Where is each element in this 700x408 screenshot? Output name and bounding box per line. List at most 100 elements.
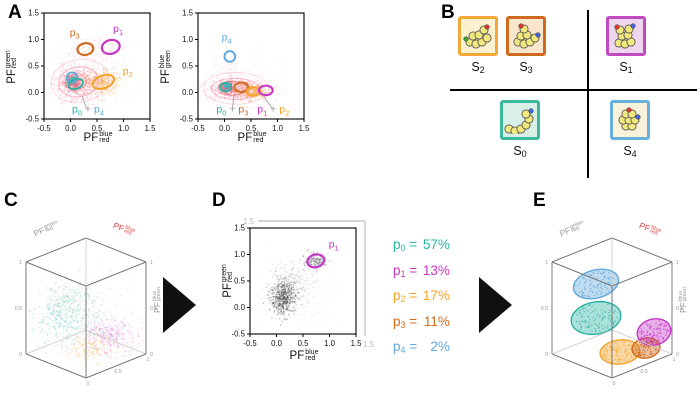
cube-edge [25,261,87,287]
d-x-axis-label: PF blue red [289,349,319,362]
cube-tick-label: 0.5 [15,306,22,312]
state-cell-S2 [458,16,498,56]
cube-edge [85,353,147,379]
point-cloud [198,34,301,119]
state-label-S1: S1 [619,60,633,75]
cube-plot-clustered: 0 0 0 0.5 0.5 0.5 1 1 1 [541,237,683,387]
chromophore-dot [614,24,620,30]
state-label-S0: S0 [513,144,527,159]
axis-supsub: green red [221,264,234,283]
y-tick-label: 1.5 [28,9,40,18]
cube-c-axis-label-blue-green: PF blue green [152,287,163,313]
x-tick-label: 0.0 [271,339,283,348]
plot-annotation: p1 + p2 [257,104,289,118]
cube-edge [85,329,147,355]
density-contour [202,71,270,105]
cube-tick-label: 0.5 [640,369,647,375]
chromophore-dot [518,23,524,29]
cluster-ellipse-p0 [218,82,233,93]
cluster-ellipse-p3 [233,81,250,93]
axis-sub: red [11,57,18,69]
axis-base: PF [237,132,253,144]
cube-tick-label: 1 [545,260,548,266]
y-tick-label: 0.5 [28,62,40,71]
axis-supsub: blue red [253,131,267,144]
cube-edge [611,353,673,379]
a-left-y-axis-label: PF green red [5,50,18,84]
cube-edge [25,237,87,263]
molecule-drawing-S1 [614,23,636,49]
x-tick-label: -0.5 [243,339,257,348]
axis-base: PF [6,69,18,84]
cluster-blob-p1 [636,317,672,347]
y-tick-label: 1.5 [182,9,194,18]
cluster-ellipse-p1 [100,38,121,56]
chromophore-dot [630,23,636,29]
axis-supsub: green red [5,50,18,69]
y-tick-label: 1.5 [234,224,246,233]
chromophore-dot [626,107,632,113]
axis-base: PF [289,350,305,362]
cube-tick-label: 1 [19,260,22,266]
plot-frame [197,12,305,120]
x-tick-label: 1.0 [118,124,130,133]
cube-edge [25,353,87,379]
y-tick-label: 0.0 [182,88,194,97]
cube-tick-label: 0 [19,352,22,358]
x-tick-label: 1.5 [351,339,363,348]
cube-tick-label: 0 [87,381,90,387]
state-cell-S3 [506,16,546,56]
axis-sup: blue [253,131,267,138]
axis-base: PF [83,132,99,144]
chromophore-dot [528,108,534,114]
cluster-blob-p4 [572,268,620,300]
molecule-drawing-S4 [618,107,641,131]
state-label-S2: S2 [471,60,485,75]
axis-sup: blue [305,349,319,356]
x-tick-label: -0.5 [37,124,51,133]
d-y-axis-label: PF green red [221,264,234,298]
plot-annotation: p4 [222,32,232,46]
cube-tick-label: 0.5 [114,369,121,375]
fraction-p4: p4 = 2% [393,339,450,355]
plot-annotation: p2 [123,65,133,79]
molecule-drawing-S3 [513,23,541,49]
cloud-3d [570,268,672,365]
x-tick-label: 0.0 [65,124,77,133]
axis-supsub: blue red [99,131,112,144]
a-right-y-axis-label: PF blue green [159,50,172,84]
cluster-ellipse-p1 [306,253,326,269]
axis-sub: red [99,137,110,144]
molecule-drawing-S2 [463,24,492,49]
cube-edge [85,261,147,287]
plot-frame [249,227,357,335]
cluster-percentages: p0 = 57% p1 = 13% p2 = 17% p3 = 11% p4 = 2% [393,234,450,362]
cube-e-axis-label-blue-green: PF blue green [678,287,689,313]
arrow-right-1 [163,277,196,333]
cube-tick-label: 0.5 [676,306,683,312]
cluster-ellipse-p1 [257,84,274,97]
x-tick-label: 0.5 [298,339,310,348]
x-tick-label: -0.5 [191,124,205,133]
axis-sub: red [227,271,234,283]
density-contour [57,66,99,98]
y-tick-label: 0.5 [234,277,246,286]
axis-supsub: blue green [159,50,172,68]
label-leader-line [232,95,235,109]
panel-label-b: B [441,2,455,23]
a-right-x-axis-label: PF blue red [237,131,267,144]
cube-edge [85,237,147,263]
scatter-plot-projection: 1.51.5-0.5 0.0 0.5 1.0 1.5-0.50.00.51.01.5p1 [232,217,375,349]
cube-tick-label: 1 [150,260,153,266]
axis-sub: green [156,287,162,302]
chromophore-dot [535,32,541,38]
cube-tick-label: 0 [613,381,616,387]
axis-supsub: blue red [305,349,319,362]
x-tick-label: 0.0 [219,124,231,133]
y-tick-label: -0.5 [180,115,194,124]
y-tick-label: 1.0 [234,250,246,259]
cluster-blob-p0 [570,300,622,336]
cube-edge [611,237,673,263]
cube-edge [25,329,87,355]
chromophore-dot [463,36,469,42]
